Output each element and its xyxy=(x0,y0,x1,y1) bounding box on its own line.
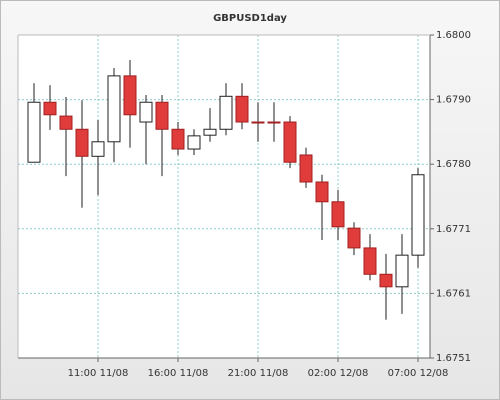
y-tick-label: 1.6751 xyxy=(436,353,471,364)
candle-body xyxy=(219,95,233,130)
y-tick-label: 1.6790 xyxy=(436,95,471,106)
candle-body xyxy=(155,101,169,130)
candle-body xyxy=(379,273,393,288)
y-tick-label: 1.6761 xyxy=(436,288,471,299)
candle-body xyxy=(139,101,153,123)
candle-body xyxy=(123,75,137,116)
candle-body xyxy=(363,247,377,275)
x-tick-label: 07:00 12/08 xyxy=(388,368,449,379)
candle-body xyxy=(395,254,409,288)
x-tick-label: 21:00 11/08 xyxy=(228,368,289,379)
candle-body xyxy=(251,121,265,124)
candle-body xyxy=(107,75,121,143)
candle-body xyxy=(283,121,297,163)
candle-body xyxy=(171,128,185,150)
candle-body xyxy=(315,181,329,203)
y-tick-label: 1.6780 xyxy=(436,159,471,170)
x-tick-label: 11:00 11/08 xyxy=(68,368,129,379)
y-tick-label: 1.6800 xyxy=(436,30,471,41)
candle-body xyxy=(27,101,41,163)
candle-body xyxy=(59,115,73,130)
plot-area xyxy=(18,35,430,358)
candle-body xyxy=(411,174,425,256)
candle-body xyxy=(235,95,249,123)
candle-body xyxy=(187,135,201,150)
candle-body xyxy=(267,121,281,124)
candle-body xyxy=(299,154,313,183)
candle-body xyxy=(331,201,345,228)
x-tick-label: 16:00 11/08 xyxy=(148,368,209,379)
candle-body xyxy=(91,141,105,157)
x-tick-label: 02:00 12/08 xyxy=(308,368,369,379)
candle-body xyxy=(347,227,361,249)
candle-body xyxy=(75,128,89,157)
y-tick-label: 1.6771 xyxy=(436,224,471,235)
chart-title: GBPUSD1day xyxy=(213,13,287,24)
candle-body xyxy=(203,128,217,136)
candle-body xyxy=(43,101,57,116)
